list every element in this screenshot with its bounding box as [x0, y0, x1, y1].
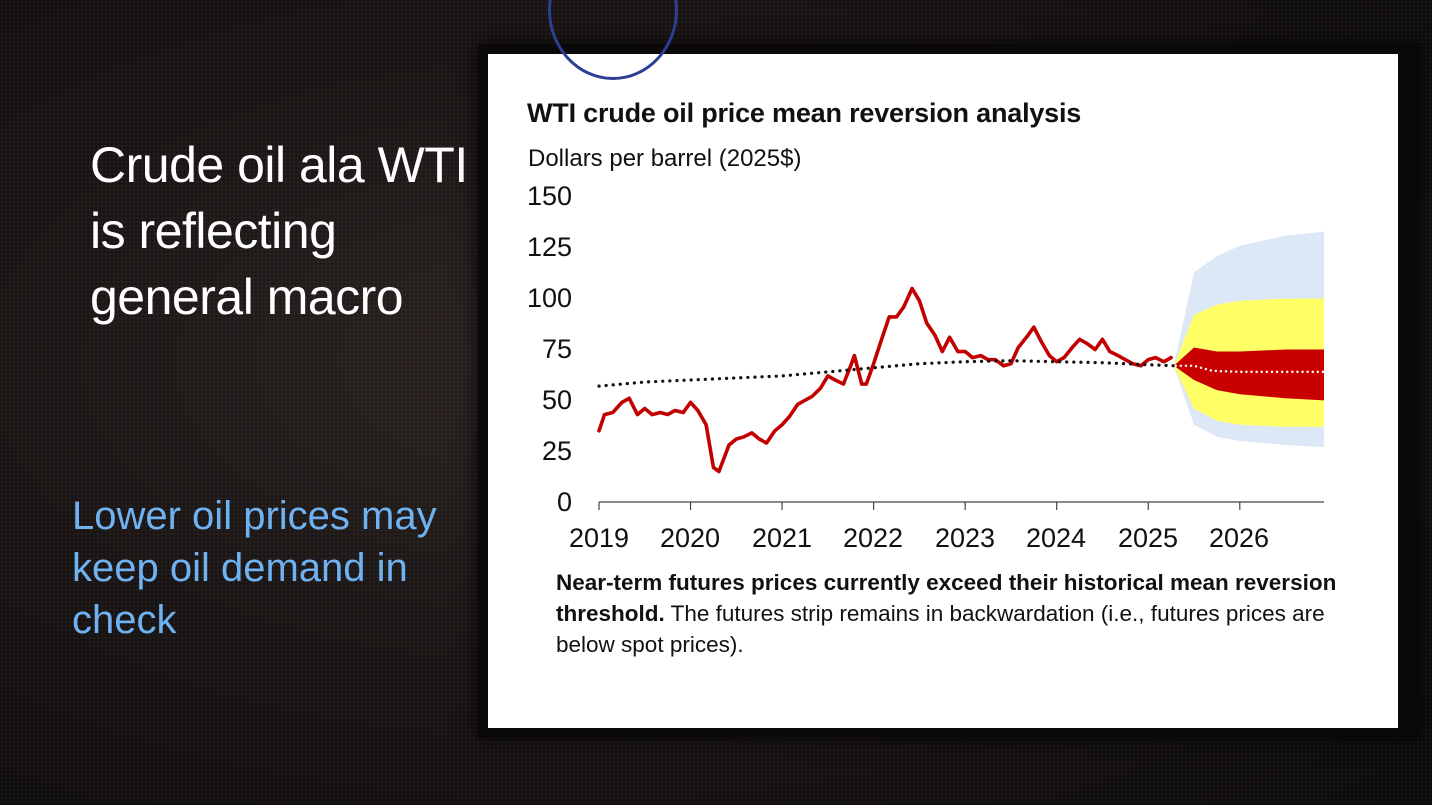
x-tick-label: 2024: [1025, 523, 1087, 553]
caption-bold-text: Near-term futures prices currently excee…: [556, 570, 1337, 626]
y-tick-label: 100: [526, 283, 572, 313]
y-tick-label: 75: [541, 334, 572, 364]
slide-headline: Crude oil ala WTI is reflecting general …: [90, 137, 468, 325]
x-tick-label: 2021: [751, 523, 813, 553]
chart-caption: Near-term futures prices currently excee…: [556, 567, 1376, 660]
x-tick-label: 2022: [842, 523, 904, 553]
y-tick-label: 50: [541, 385, 572, 415]
series-line-dotted-black: [597, 359, 1178, 388]
x-tick-label: 2026: [1208, 523, 1270, 553]
y-tick-label: 25: [541, 436, 572, 466]
y-tick-label: 150: [526, 181, 572, 211]
caption-text: The futures strip remains in backwardati…: [556, 601, 1325, 657]
x-tick-label: 2020: [659, 523, 721, 553]
x-tick-label: 2025: [1117, 523, 1179, 553]
chart-title: WTI crude oil price mean reversion analy…: [527, 98, 1082, 128]
y-tick-label: 0: [556, 487, 572, 517]
x-tick-label: 2019: [568, 523, 630, 553]
series-line-solid-red: [597, 286, 1173, 474]
series-line-dotted-white: [1174, 364, 1326, 374]
forecast-band-inner: [1173, 347, 1324, 401]
y-axis-label: Dollars per barrel (2025$): [528, 145, 802, 172]
x-tick-label: 2023: [934, 523, 996, 553]
y-tick-label: 125: [526, 232, 572, 262]
slide-subheadline: Lower oil prices may keep oil demand in …: [72, 494, 437, 642]
